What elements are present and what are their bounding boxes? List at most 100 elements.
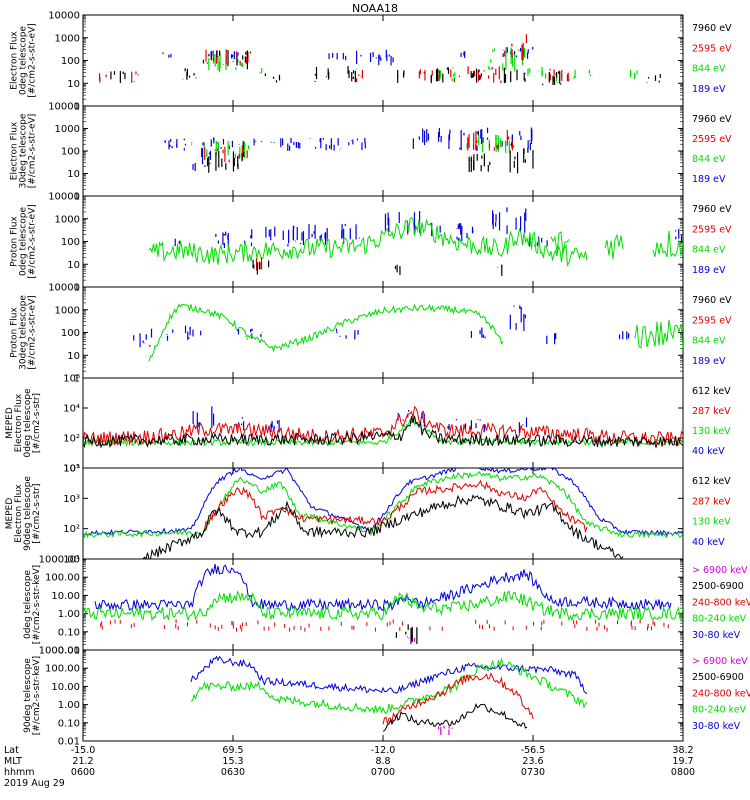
x-tick-label-mlt: 21.2 <box>72 756 93 767</box>
legend-entry: 844 eV <box>692 154 726 165</box>
x-tick-label-mlt: 8.8 <box>375 756 390 767</box>
y-axis-label: [#/cm2-s-str-eV] <box>28 204 38 279</box>
y-tick-label: 100.00 <box>45 664 80 675</box>
legend-entry: 287 keV <box>692 406 731 417</box>
series-40-kev <box>192 406 528 434</box>
y-tick-label: 10⁶ <box>63 374 80 385</box>
y-axis-label: 30deg telescope <box>19 113 29 188</box>
data-line <box>382 672 534 725</box>
data-line <box>94 563 672 612</box>
legend-entry: 7960 eV <box>692 114 732 125</box>
panel-frame <box>82 377 684 469</box>
y-tick-label: 1.00 <box>58 700 80 711</box>
y-axis-label: [#/cm2-s-str-keV] <box>32 565 42 644</box>
data-line <box>550 231 570 254</box>
series--6900-kev <box>406 636 416 645</box>
legend-entry: 7960 eV <box>692 204 732 215</box>
legend-entry: 844 eV <box>692 336 726 347</box>
legend-entry: 130 keV <box>692 517 731 528</box>
y-tick-label: 1000.00 <box>39 555 80 566</box>
x-tick-label-lat: -15.0 <box>71 745 96 756</box>
legend-entry: 2500-6900 <box>692 672 744 683</box>
data-line <box>190 655 588 695</box>
series-80-240-kev <box>83 590 683 622</box>
x-row-label: MLT <box>4 756 22 767</box>
y-axis-label: 90deg telescope <box>23 658 33 733</box>
legend-entry: 189 eV <box>692 356 726 367</box>
x-tick-label-lat: -12.0 <box>371 745 396 756</box>
y-tick-label: 100.00 <box>45 573 80 584</box>
y-tick-label: 10000 <box>48 102 80 113</box>
y-tick-label: 1 <box>74 374 80 385</box>
series--6900-kev <box>437 724 453 735</box>
y-tick-label: 10² <box>63 434 80 445</box>
legend-entry: 240-800 keV <box>692 688 750 699</box>
y-tick-label: 100 <box>61 237 80 248</box>
legend-entry: 40 keV <box>692 446 725 457</box>
y-tick-label: 0.10 <box>58 718 80 729</box>
y-axis-label: Electron Flux <box>14 484 24 543</box>
series-30-80-kev <box>190 655 588 695</box>
series-40-kev <box>83 468 683 537</box>
legend-entry: 80-240 keV <box>692 705 747 716</box>
series-2595-ev <box>204 129 513 163</box>
data-line <box>382 703 528 732</box>
y-axis-label: 0deg telescope <box>23 570 33 640</box>
y-tick-label: 100 <box>61 147 80 158</box>
y-tick-label: 10¹ <box>63 555 80 566</box>
series-80-240-kev <box>190 657 588 715</box>
x-row-label: Lat <box>4 745 19 756</box>
legend-entry: 189 eV <box>692 174 726 185</box>
y-tick-label: 1000 <box>55 33 80 44</box>
series-287-kev <box>202 479 588 534</box>
data-line <box>83 415 683 449</box>
panel-meped-proton-90deg: 0.01 0.10 1.00 10.00 100.00 1000.00 90deg tele… <box>23 646 750 748</box>
legend-entry: 40 keV <box>692 537 725 548</box>
y-axis-label: [#/cm2-s-str-keV] <box>32 656 42 735</box>
y-tick-label: 100 <box>61 56 80 67</box>
legend-entry: 80-240 keV <box>692 614 747 625</box>
data-line <box>202 479 588 534</box>
legend-entry: 612 keV <box>692 476 731 487</box>
legend-entry: 844 eV <box>692 64 726 75</box>
legend-entry: 130 keV <box>692 426 731 437</box>
legend-entry: 30-80 keV <box>692 630 741 641</box>
date-label: 2019 Aug 29 <box>4 778 65 789</box>
y-tick-label: 10.00 <box>51 682 80 693</box>
y-axis-label: Electron Flux <box>10 121 20 180</box>
series-7960-ev <box>206 147 534 174</box>
y-axis-label: Proton Flux <box>10 216 20 267</box>
y-tick-label: 10⁵ <box>63 464 80 475</box>
legend-entry: 2595 eV <box>692 134 732 145</box>
series-240-800-kev <box>382 672 534 725</box>
data-layer <box>83 563 683 645</box>
panel-ted-electron-30deg: 1 10 100 1000 10000 Electron Flux 30deg telesc… <box>10 102 733 203</box>
x-tick-label-time: 0730 <box>521 767 545 778</box>
y-tick-label: 1000 <box>55 124 80 135</box>
y-tick-label: 10⁴ <box>63 404 80 415</box>
data-line <box>652 230 683 258</box>
x-tick-label-time: 0700 <box>371 767 395 778</box>
y-axis-label: Electron Flux <box>10 31 20 90</box>
data-line <box>634 319 683 349</box>
y-tick-label: 1 <box>74 192 80 203</box>
y-tick-label: 1.00 <box>58 609 80 620</box>
panel-frame <box>82 105 684 197</box>
y-axis-label: Proton Flux <box>10 307 20 358</box>
legend-entry: > 6900 keV <box>692 656 748 667</box>
data-layer <box>98 34 661 86</box>
legend-entry: 30-80 keV <box>692 721 741 732</box>
panel-frame <box>82 14 684 107</box>
panel-frame <box>82 649 684 742</box>
y-axis-label: 0deg telescope <box>19 207 29 277</box>
y-tick-label: 10 <box>67 169 80 180</box>
series-30-80-kev <box>94 563 672 612</box>
panels: 1 10 100 1000 10000 Electron Flux 0deg telesco… <box>5 11 750 748</box>
panel-ted-electron-0deg: 1 10 100 1000 10000 Electron Flux 0deg telesco… <box>10 11 733 113</box>
y-axis-label: [#/cm2-s-str] <box>32 393 42 453</box>
legend-entry: 240-800 keV <box>692 597 750 608</box>
y-tick-label: 10¹ <box>63 464 80 475</box>
figure-title: NOAA18 <box>352 2 398 15</box>
